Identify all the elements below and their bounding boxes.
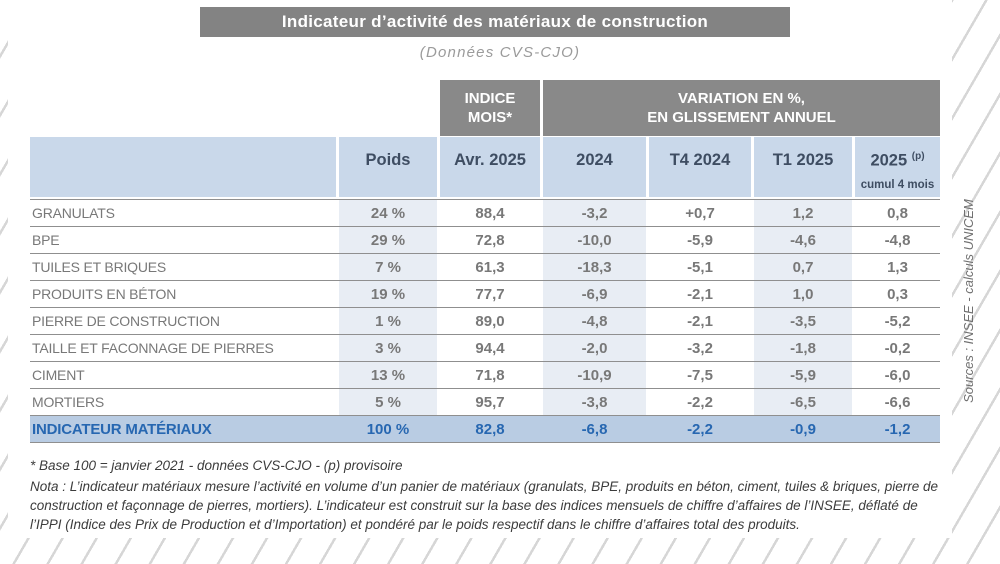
indice-header-line2: MOIS* [467,109,513,126]
indice-avr-2025-cell: 77,7 [475,285,505,303]
group-header-row: INDICE MOIS* VARIATION EN %, EN GLISSEME… [30,80,940,136]
variation-2024-cell: -2,0 [543,335,646,361]
variation-t4-2024-cell: -7,5 [687,366,713,384]
page-title: Indicateur d’activité des matériaux de c… [200,7,790,37]
poids-cell: 3 % [339,335,437,361]
variation-t1-2025-cell: -4,6 [754,227,852,253]
variation-2025-cumul-cell: -4,8 [884,231,911,249]
variation-2024-cell: -10,9 [543,362,646,388]
col-header-2025-year: 2025 [870,151,908,170]
variation-2024-cell: -6,8 [581,420,608,438]
variation-t1-2025-cell: 1,2 [754,200,852,226]
indice-avr-2025-cell: 72,8 [475,231,505,249]
subtitle: (Données CVS-CJO) [419,44,581,61]
table-row: PRODUITS EN BÉTON 19 % 77,7 -6,9 -2,1 1,… [30,281,940,308]
poids-column-header: Poids [339,137,437,197]
variation-2025-cumul-cell: 0,8 [887,204,908,222]
poids-cell: 1 % [339,308,437,334]
source-credit: Sources : INSEE - calculs UNICEM [961,199,976,403]
footnote-base: * Base 100 = janvier 2021 - données CVS-… [30,458,403,473]
variation-t1-2025-cell: 0,7 [754,254,852,280]
variation-2024-cell: -4,8 [543,308,646,334]
indice-avr-2025-cell: 82,8 [475,420,505,438]
poids-cell: 19 % [339,281,437,307]
row-label-cell: PIERRE DE CONSTRUCTION [32,313,220,329]
table-row: MORTIERS 5 % 95,7 -3,8 -2,2 -6,5 -6,6 [30,389,940,416]
variation-t1-2025-cell: -6,5 [754,389,852,415]
indice-header-line1: INDICE [464,89,516,107]
variation-2025-cumul-cell: -6,6 [884,393,911,411]
indice-mois-header: INDICE MOIS* [440,80,540,136]
row-label-cell: TUILES ET BRIQUES [32,259,167,275]
variation-header-line2: EN GLISSEMENT ANNUEL [647,109,836,126]
variation-t1-2025-cell: 1,0 [754,281,852,307]
materials-table: INDICE MOIS* VARIATION EN %, EN GLISSEME… [30,80,940,443]
poids-cell: 29 % [339,227,437,253]
variation-t1-2025-cell: -3,5 [754,308,852,334]
col-header-t4-2024: T4 2024 [649,137,751,197]
variation-2024-cell: -3,2 [543,200,646,226]
variation-2024-cell: -18,3 [543,254,646,280]
variation-t4-2024-cell: -2,2 [687,393,713,411]
col-header-2025: 2025 (p) cumul 4 mois [855,137,940,197]
label-column-header [30,137,336,197]
footnote-nota: Nota : L’indicateur matériaux mesure l’a… [30,479,938,532]
row-label-cell: BPE [32,232,60,248]
row-label-cell: GRANULATS [32,205,115,221]
variation-t4-2024-cell: -2,1 [687,285,713,303]
variation-2025-cumul-cell: -0,2 [884,339,911,357]
variation-2025-cumul-cell: 1,3 [887,258,908,276]
variation-2024-cell: -10,0 [543,227,646,253]
total-row: INDICATEUR MATÉRIAUX 100 % 82,8 -6,8 -2,… [30,416,940,443]
variation-t4-2024-cell: -2,1 [687,312,713,330]
variation-2025-cumul-cell: -6,0 [884,366,911,384]
row-label-cell: TAILLE ET FACONNAGE DE PIERRES [32,340,274,356]
row-label-cell: INDICATEUR MATÉRIAUX [32,420,212,438]
row-label-cell: MORTIERS [32,394,105,410]
group-header-spacer [30,80,437,136]
indice-avr-2025-cell: 95,7 [475,393,505,411]
indice-avr-2025-cell: 94,4 [475,339,505,357]
variation-t4-2024-cell: +0,7 [685,204,715,222]
table-row: PIERRE DE CONSTRUCTION 1 % 89,0 -4,8 -2,… [30,308,940,335]
row-label-cell: PRODUITS EN BÉTON [32,286,177,302]
variation-t4-2024-cell: -5,1 [687,258,713,276]
variation-t1-2025-cell: -0,9 [790,420,816,438]
poids-cell: 13 % [339,362,437,388]
variation-2025-cumul-cell: 0,3 [887,285,908,303]
page-title-text: Indicateur d’activité des matériaux de c… [281,12,709,31]
variation-t1-2025-cell: -5,9 [754,362,852,388]
col-header-t1-2025: T1 2025 [754,137,852,197]
indice-avr-2025-cell: 89,0 [475,312,505,330]
table-row: TAILLE ET FACONNAGE DE PIERRES 3 % 94,4 … [30,335,940,362]
variation-2025-cumul-cell: -1,2 [884,420,911,438]
table-row: BPE 29 % 72,8 -10,0 -5,9 -4,6 -4,8 [30,227,940,254]
poids-cell: 7 % [339,254,437,280]
poids-cell: 100 % [366,420,410,438]
variation-header-line1: VARIATION EN %, [678,89,805,107]
row-label-cell: CIMENT [32,367,85,383]
table-body: GRANULATS 24 % 88,4 -3,2 +0,7 1,2 0,8 BP… [30,199,940,416]
poids-cell: 24 % [339,200,437,226]
variation-t4-2024-cell: -2,2 [687,420,713,438]
provisional-marker: (p) [911,151,925,162]
table-row: GRANULATS 24 % 88,4 -3,2 +0,7 1,2 0,8 [30,199,940,227]
column-header-row: Poids Avr. 2025 2024 T4 2024 T1 2025 202… [30,137,940,197]
avr-2025-column-header: Avr. 2025 [440,137,540,197]
variation-t1-2025-cell: -1,8 [754,335,852,361]
col-header-2024: 2024 [543,137,646,197]
variation-2024-cell: -6,9 [543,281,646,307]
variation-header: VARIATION EN %, EN GLISSEMENT ANNUEL [543,80,940,136]
variation-t4-2024-cell: -5,9 [687,231,713,249]
variation-2024-cell: -3,8 [543,389,646,415]
indice-avr-2025-cell: 88,4 [475,204,505,222]
poids-cell: 5 % [339,389,437,415]
indice-avr-2025-cell: 71,8 [475,366,505,384]
variation-t4-2024-cell: -3,2 [687,339,713,357]
variation-2025-cumul-cell: -5,2 [884,312,911,330]
indice-avr-2025-cell: 61,3 [475,258,505,276]
cumul-note: cumul 4 mois [860,179,935,191]
table-row: CIMENT 13 % 71,8 -10,9 -7,5 -5,9 -6,0 [30,362,940,389]
table-row: TUILES ET BRIQUES 7 % 61,3 -18,3 -5,1 0,… [30,254,940,281]
